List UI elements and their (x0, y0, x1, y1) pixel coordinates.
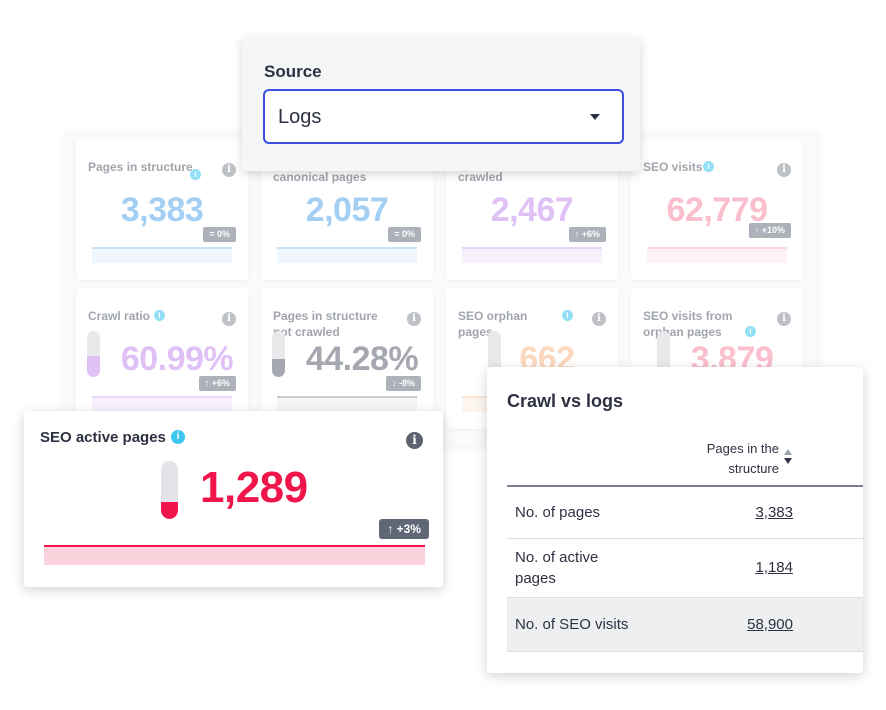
metric-label: Pages in structure not crawled (273, 309, 378, 339)
metric-value: 2,057 (305, 191, 389, 229)
table-row: No. of active pages 1,184 (507, 539, 863, 598)
metric-card-crawl-ratio[interactable]: Crawl ratio i i 60.99% ↑ +6% (76, 288, 248, 429)
sparkline (462, 247, 602, 263)
info-icon[interactable]: i (407, 312, 421, 326)
trend-badge: ↑ +3% (379, 519, 429, 539)
gauge-fill (272, 358, 285, 377)
gauge-fill (87, 356, 100, 377)
metric-label: SEO orphan pages (458, 309, 528, 339)
metric-label: Pages in structure (88, 160, 193, 174)
level-gauge (161, 461, 178, 519)
table-row: No. of SEO visits 58,900 (507, 598, 863, 652)
trend-badge: ↑ +6% (198, 376, 236, 391)
metric-card-pages-in-structure[interactable]: Pages in structure i i 3,383 = 0% (76, 139, 248, 280)
trend-badge: = 0% (388, 227, 421, 242)
metric-value: 1,289 (200, 463, 308, 512)
tooltip-icon[interactable]: i (190, 169, 201, 180)
metric-label: SEO visits (643, 160, 703, 174)
row-value-link[interactable]: 1,184 (755, 559, 793, 576)
info-icon[interactable]: i (222, 163, 236, 177)
sparkline-line (44, 545, 425, 547)
tooltip-icon[interactable]: i (745, 326, 756, 337)
info-icon[interactable]: i (777, 163, 791, 177)
crawl-vs-logs-table: Crawl vs logs Pages in the structure No.… (487, 367, 863, 673)
source-label: Source (264, 62, 322, 81)
row-label: No. of active pages (515, 549, 599, 587)
sparkline (277, 396, 417, 412)
row-value-link[interactable]: 3,383 (755, 504, 793, 521)
trend-badge: ↓ -8% (385, 376, 421, 391)
row-label: No. of pages (515, 504, 601, 521)
source-select-value: Logs (278, 106, 322, 128)
source-panel: Source Logs (242, 37, 640, 171)
info-icon[interactable]: i (592, 312, 606, 326)
level-gauge (87, 331, 100, 377)
row-label: No. of SEO visits (515, 616, 629, 633)
metric-label: Crawl ratio (88, 309, 151, 323)
sparkline (92, 396, 232, 412)
metric-value: 3,383 (120, 191, 204, 229)
row-value-link[interactable]: 58,900 (747, 616, 793, 633)
sparkline (647, 247, 787, 263)
info-icon[interactable]: i (777, 312, 791, 326)
tooltip-icon[interactable]: i (171, 430, 185, 444)
info-icon[interactable]: i (222, 312, 236, 326)
metric-label: crawled (458, 170, 503, 184)
gauge-fill (161, 501, 178, 519)
table-title: Crawl vs logs (507, 391, 624, 411)
card-title: SEO active pages (40, 429, 166, 446)
chevron-down-icon[interactable] (590, 114, 600, 120)
source-select[interactable]: Logs (263, 89, 624, 144)
tooltip-icon[interactable]: i (703, 161, 714, 172)
metric-value: 60.99% (120, 340, 234, 378)
sparkline (277, 247, 417, 263)
tooltip-icon[interactable]: i (562, 310, 573, 321)
info-icon[interactable]: i (406, 432, 423, 449)
table-header: Pages in the structure (507, 431, 863, 487)
metric-card-not-crawled[interactable]: Pages in structure not crawled i 44.28% … (261, 288, 433, 429)
metric-card-seo-visits[interactable]: SEO visits i i 62,779 ↑ +10% (631, 139, 803, 280)
metric-value: 44.28% (305, 340, 419, 378)
metric-value: 2,467 (490, 191, 574, 229)
trend-badge: ↑ +10% (748, 223, 791, 238)
table-row: No. of pages 3,383 (507, 487, 863, 539)
metric-label: canonical pages (273, 170, 367, 184)
sort-icon[interactable] (784, 449, 793, 469)
seo-active-pages-card[interactable]: SEO active pages i i 1,289 ↑ +3% (24, 411, 443, 587)
level-gauge (272, 331, 285, 377)
tooltip-icon[interactable]: i (154, 310, 165, 321)
metric-value: 62,779 (666, 191, 769, 229)
trend-badge: ↑ +6% (568, 227, 606, 242)
sparkline-area (44, 547, 425, 565)
sparkline (92, 247, 232, 263)
column-header[interactable]: Pages in the structure (706, 441, 779, 476)
trend-badge: = 0% (203, 227, 236, 242)
